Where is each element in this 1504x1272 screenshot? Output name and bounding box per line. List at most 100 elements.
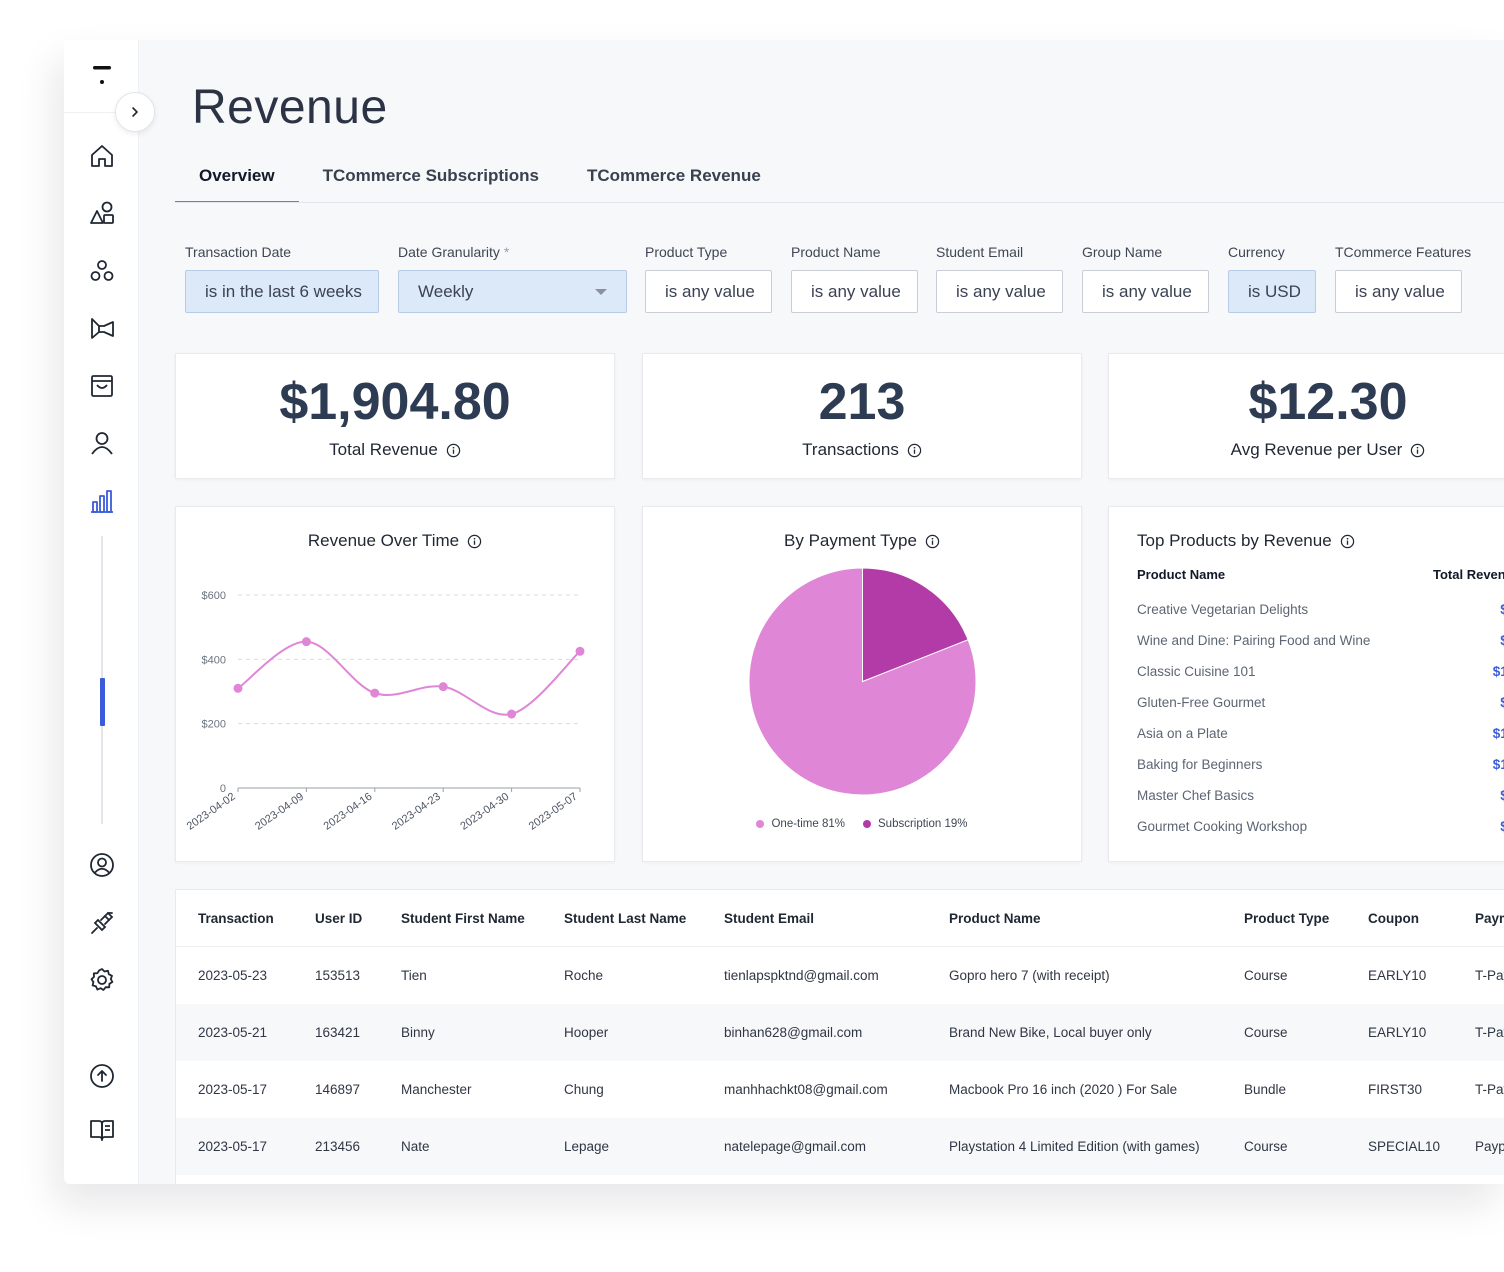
tab-overview[interactable]: Overview xyxy=(175,160,299,203)
upload-icon[interactable] xyxy=(89,1063,115,1089)
analytics-icon[interactable] xyxy=(89,488,115,514)
column-header[interactable]: Paym xyxy=(1475,911,1504,926)
list-item[interactable]: Wine and Dine: Pairing Food and Wine $213… xyxy=(1137,633,1504,664)
page-title: Revenue xyxy=(192,81,388,134)
column-header-product-name[interactable]: Product Name xyxy=(1137,567,1226,582)
table-cell: Gopro hero 7 (with receipt) xyxy=(949,968,1110,983)
settings-icon[interactable] xyxy=(89,967,115,993)
filter-label: Product Name xyxy=(791,244,881,260)
list-item[interactable]: Baking for Beginners $105.4 xyxy=(1137,757,1504,788)
table-cell: FIRST30 xyxy=(1368,1082,1423,1097)
revenue-over-time-card: Revenue Over Time 0 $200 $400 $600 2023-04-0… xyxy=(175,506,615,862)
list-item[interactable]: Asia on a Plate $134.3 xyxy=(1137,726,1504,757)
data-point[interactable] xyxy=(438,682,448,692)
info-icon[interactable] xyxy=(1410,443,1425,458)
table-cell: Nate xyxy=(401,1139,430,1154)
data-point[interactable] xyxy=(301,637,311,647)
filter-currency: Currency is USD xyxy=(1228,244,1316,313)
home-icon[interactable] xyxy=(89,143,115,169)
table-row[interactable]: 2023-05-23 153513 Tien Roche tienlapspkt… xyxy=(176,947,1504,1004)
product-revenue: $230. xyxy=(1459,602,1504,617)
table-row[interactable]: 2023-05-17 213456 Nate Lepage natelepage… xyxy=(176,1118,1504,1175)
user-icon[interactable] xyxy=(89,430,115,456)
info-icon[interactable] xyxy=(925,534,940,549)
table-cell: Course xyxy=(1244,1139,1288,1154)
kpi-value: $1,904.80 xyxy=(279,373,511,431)
community-icon[interactable] xyxy=(89,258,115,284)
chevron-right-icon xyxy=(132,107,138,117)
x-tick-label: 2023-04-23 xyxy=(390,791,443,833)
pie-legend: One-time 81% Subscription 19% xyxy=(643,818,1081,830)
shapes-icon[interactable] xyxy=(89,200,115,226)
product-revenue: $96.3 xyxy=(1459,788,1504,803)
data-point[interactable] xyxy=(575,646,585,656)
book-icon[interactable] xyxy=(89,1117,115,1143)
filter-label: Group Name xyxy=(1082,244,1163,260)
tcommerce-features-filter-input[interactable]: is any value xyxy=(1335,270,1462,313)
table-cell: Manchester xyxy=(401,1082,472,1097)
pie-slice-one-time[interactable] xyxy=(748,567,977,796)
column-header-total-revenue[interactable]: Total Reven xyxy=(1433,567,1504,582)
kpi-label: Transactions xyxy=(802,440,899,459)
table-cell: 2023-05-23 xyxy=(198,968,268,983)
filter-label: Student Email xyxy=(936,244,1024,260)
data-point[interactable] xyxy=(233,683,243,693)
revenue-line-chart: 0 $200 $400 $600 2023-04-02 2023-04-09 2023-04… xyxy=(185,590,585,833)
info-icon[interactable] xyxy=(467,534,482,549)
table-cell: Chung xyxy=(564,1082,604,1097)
column-header[interactable]: Student First Name xyxy=(401,911,525,926)
column-header[interactable]: Coupon xyxy=(1368,911,1419,926)
list-item[interactable]: Classic Cuisine 101 $170.4 xyxy=(1137,664,1504,695)
product-type-filter-input[interactable]: is any value xyxy=(645,270,772,313)
table-row[interactable]: 2023-05-17 146897 Manchester Chung manhh… xyxy=(176,1061,1504,1118)
column-header[interactable]: User ID xyxy=(315,911,363,926)
product-name-filter-input[interactable]: is any value xyxy=(791,270,918,313)
column-header[interactable]: Product Type xyxy=(1244,911,1330,926)
legend-item[interactable]: Subscription 19% xyxy=(863,818,968,830)
filter-label: Date Granularity xyxy=(398,244,500,260)
list-item[interactable]: Gluten-Free Gourmet $160. xyxy=(1137,695,1504,726)
currency-filter-input[interactable]: is USD xyxy=(1228,270,1316,313)
inbox-icon[interactable] xyxy=(89,373,115,399)
list-item[interactable]: Gourmet Cooking Workshop $75.4 xyxy=(1137,819,1504,850)
transaction-date-filter-input[interactable]: is in the last 6 weeks xyxy=(185,270,379,313)
tab-tcommerce-subscriptions[interactable]: TCommerce Subscriptions xyxy=(322,166,539,185)
column-header[interactable]: Student Last Name xyxy=(564,911,687,926)
kpi-label: Avg Revenue per User xyxy=(1230,440,1403,459)
table-cell: tienlapspktnd@gmail.com xyxy=(724,968,879,983)
info-icon[interactable] xyxy=(1340,534,1355,549)
payment-pie-chart xyxy=(748,567,977,796)
filter-label: Currency xyxy=(1228,244,1285,260)
pie-slice-subscription[interactable] xyxy=(862,567,969,683)
list-item[interactable]: Master Chef Basics $96.3 xyxy=(1137,788,1504,819)
info-icon[interactable] xyxy=(907,443,922,458)
date-granularity-select[interactable]: Weekly xyxy=(398,270,627,313)
data-point[interactable] xyxy=(507,709,517,719)
list-item[interactable]: Creative Vegetarian Delights $230. xyxy=(1137,602,1504,633)
student-email-filter-input[interactable]: is any value xyxy=(936,270,1063,313)
filter-transaction-date: Transaction Date is in the last 6 weeks xyxy=(185,244,379,313)
table-cell: natelepage@gmail.com xyxy=(724,1139,867,1154)
sidebar-scroll-thumb[interactable] xyxy=(100,678,105,726)
megaphone-icon[interactable] xyxy=(89,315,115,341)
tab-tcommerce-revenue[interactable]: TCommerce Revenue xyxy=(586,166,761,185)
sidebar xyxy=(64,40,139,1184)
column-header[interactable]: Transaction xyxy=(198,911,274,926)
info-icon[interactable] xyxy=(446,443,461,458)
table-cell: Lepage xyxy=(564,1139,610,1154)
expand-sidebar-button[interactable] xyxy=(115,92,155,132)
filter-date-granularity: Date Granularity * Weekly xyxy=(398,244,627,313)
group-name-filter-input[interactable]: is any value xyxy=(1082,270,1209,313)
filter-product-type: Product Type is any value xyxy=(645,244,772,313)
legend-item[interactable]: One-time 81% xyxy=(756,818,845,830)
table-cell: T-Pay xyxy=(1475,968,1504,983)
account-circle-icon[interactable] xyxy=(89,852,115,878)
table-row[interactable]: 2023-05-21 163421 Binny Hooper binhan628… xyxy=(176,1004,1504,1061)
filter-label: TCommerce Features xyxy=(1335,244,1472,260)
column-header[interactable]: Product Name xyxy=(949,911,1041,926)
filter-group-name: Group Name is any value xyxy=(1082,244,1209,313)
logo-icon xyxy=(92,66,112,86)
plugin-icon[interactable] xyxy=(89,910,115,936)
data-point[interactable] xyxy=(370,688,380,698)
column-header[interactable]: Student Email xyxy=(724,911,815,926)
